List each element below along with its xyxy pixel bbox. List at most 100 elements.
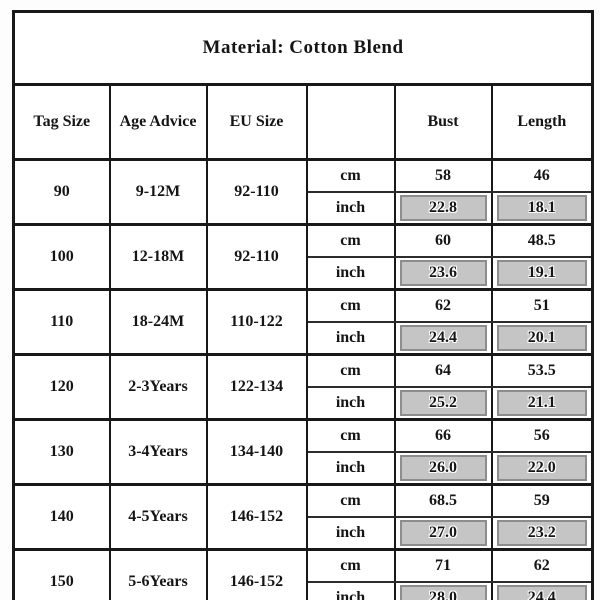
length-inch-value-box: 18.1	[496, 195, 588, 221]
col-header-unit	[305, 84, 396, 161]
age-advice-cell: 12-18M	[108, 224, 208, 291]
tag-size-cell: 130	[12, 419, 111, 486]
eu-size-cell: 134-140	[205, 419, 308, 486]
length-inch-cell: 18.1	[490, 192, 594, 226]
bust-cm-value: 71	[393, 549, 493, 583]
bust-inch-cell: 23.6	[393, 257, 493, 291]
bust-cm-value: 60	[393, 224, 493, 258]
age-advice-cell: 3-4Years	[108, 419, 208, 486]
tag-size-cell: 90	[12, 159, 111, 226]
length-cm-value: 46	[490, 159, 594, 193]
size-chart-table: Material: Cotton Blend Tag Size Age Advi…	[12, 10, 595, 600]
unit-inch-cell: inch	[305, 387, 396, 421]
age-advice-cell: 18-24M	[108, 289, 208, 356]
bust-inch-cell: 22.8	[393, 192, 493, 226]
tag-size-cell: 120	[12, 354, 111, 421]
age-advice-cell: 2-3Years	[108, 354, 208, 421]
table-row-inch: inch 28.0 24.4	[14, 582, 594, 600]
bust-inch-cell: 24.4	[393, 322, 493, 356]
col-header-age-advice: Age Advice	[108, 84, 208, 161]
unit-cm-cell: cm	[305, 224, 396, 258]
table-row-inch: inch 27.0 23.2	[14, 517, 594, 551]
table-row-inch: inch 26.0 22.0	[14, 452, 594, 486]
length-cm-value: 48.5	[490, 224, 594, 258]
bust-cm-value: 64	[393, 354, 493, 388]
eu-size-cell: 122-134	[205, 354, 308, 421]
bust-inch-value-box: 26.0	[399, 455, 487, 481]
unit-cm-cell: cm	[305, 484, 396, 518]
bust-inch-value-box: 22.8	[399, 195, 487, 221]
eu-size-cell: 146-152	[205, 549, 308, 600]
unit-cm-cell: cm	[305, 159, 396, 193]
length-inch-value-box: 20.1	[496, 325, 588, 351]
age-advice-cell: 5-6Years	[108, 549, 208, 600]
bust-inch-cell: 27.0	[393, 517, 493, 551]
table-row-cm: 100 12-18M 92-110 cm 60 48.5	[12, 224, 594, 291]
title-row: Material: Cotton Blend	[12, 11, 594, 86]
length-cm-value: 62	[490, 549, 594, 583]
length-cm-value: 56	[490, 419, 594, 453]
bust-inch-value-box: 24.4	[399, 325, 487, 351]
unit-inch-cell: inch	[305, 257, 396, 291]
bust-inch-value-box: 27.0	[399, 520, 487, 546]
table-row-inch: inch 22.8 18.1	[14, 192, 594, 226]
bust-inch-value-box: 25.2	[399, 390, 487, 416]
length-inch-cell: 19.1	[490, 257, 594, 291]
unit-cm-cell: cm	[305, 549, 396, 583]
tag-size-cell: 140	[12, 484, 111, 551]
table-row-inch: inch 25.2 21.1	[14, 387, 594, 421]
age-advice-cell: 4-5Years	[108, 484, 208, 551]
unit-inch-cell: inch	[305, 517, 396, 551]
col-header-length: Length	[490, 84, 594, 161]
bust-inch-value-box: 23.6	[399, 260, 487, 286]
unit-cm-cell: cm	[305, 289, 396, 323]
eu-size-cell: 110-122	[205, 289, 308, 356]
tag-size-cell: 100	[12, 224, 111, 291]
bust-cm-value: 66	[393, 419, 493, 453]
eu-size-cell: 92-110	[205, 224, 308, 291]
length-inch-value-box: 24.4	[496, 585, 588, 600]
col-header-bust: Bust	[393, 84, 493, 161]
length-cm-value: 53.5	[490, 354, 594, 388]
bust-cm-value: 58	[393, 159, 493, 193]
eu-size-cell: 92-110	[205, 159, 308, 226]
age-advice-cell: 9-12M	[108, 159, 208, 226]
unit-inch-cell: inch	[305, 192, 396, 226]
table-row-inch: inch 23.6 19.1	[14, 257, 594, 291]
table-row-cm: 110 18-24M 110-122 cm 62 51	[12, 289, 594, 356]
unit-cm-cell: cm	[305, 419, 396, 453]
unit-inch-cell: inch	[305, 582, 396, 600]
length-inch-cell: 20.1	[490, 322, 594, 356]
bust-cm-value: 68.5	[393, 484, 493, 518]
length-inch-value-box: 23.2	[496, 520, 588, 546]
column-header-row: Tag Size Age Advice EU Size Bust Length	[12, 84, 594, 161]
bust-inch-cell: 26.0	[393, 452, 493, 486]
length-inch-cell: 22.0	[490, 452, 594, 486]
bust-inch-cell: 25.2	[393, 387, 493, 421]
col-header-eu-size: EU Size	[205, 84, 308, 161]
length-inch-value-box: 19.1	[496, 260, 588, 286]
table-row-cm: 150 5-6Years 146-152 cm 71 62	[12, 549, 594, 600]
table-row-inch: inch 24.4 20.1	[14, 322, 594, 356]
tag-size-cell: 110	[12, 289, 111, 356]
length-cm-value: 59	[490, 484, 594, 518]
tag-size-cell: 150	[12, 549, 111, 600]
col-header-tag-size: Tag Size	[12, 84, 111, 161]
length-inch-cell: 24.4	[490, 582, 594, 600]
table-row-cm: 130 3-4Years 134-140 cm 66 56	[12, 419, 594, 486]
table-row-cm: 140 4-5Years 146-152 cm 68.5 59	[12, 484, 594, 551]
bust-inch-cell: 28.0	[393, 582, 493, 600]
length-inch-cell: 23.2	[490, 517, 594, 551]
eu-size-cell: 146-152	[205, 484, 308, 551]
unit-inch-cell: inch	[305, 452, 396, 486]
length-inch-value-box: 21.1	[496, 390, 588, 416]
bust-cm-value: 62	[393, 289, 493, 323]
length-inch-cell: 21.1	[490, 387, 594, 421]
table-row-cm: 120 2-3Years 122-134 cm 64 53.5	[12, 354, 594, 421]
length-cm-value: 51	[490, 289, 594, 323]
table-row-cm: 90 9-12M 92-110 cm 58 46	[12, 159, 594, 226]
table-title: Material: Cotton Blend	[12, 11, 594, 86]
unit-inch-cell: inch	[305, 322, 396, 356]
length-inch-value-box: 22.0	[496, 455, 588, 481]
